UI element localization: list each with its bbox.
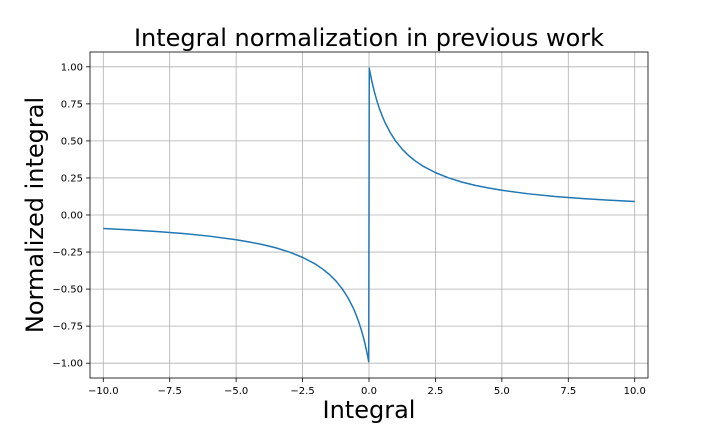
x-axis-label: Integral	[323, 396, 416, 424]
y-tick-label: 0.50	[61, 136, 83, 147]
y-tick-label: 0.00	[61, 211, 83, 222]
y-tick-label: −0.75	[52, 322, 83, 333]
x-tick-label: 10.0	[624, 386, 646, 397]
x-tick-label: −2.5	[290, 386, 314, 397]
y-tick-label: −0.50	[52, 285, 83, 296]
series-line	[103, 67, 635, 363]
y-tick-label: 0.25	[61, 173, 83, 184]
y-ticks: 1.00 0.75 0.50 0.25 0.00 −0.25 −0.50 −0.75 −1.00	[52, 62, 90, 370]
x-tick-label: 5.0	[494, 386, 510, 397]
x-tick-label: −5.0	[224, 386, 248, 397]
x-tick-label: −10.0	[88, 386, 119, 397]
x-tick-label: 0.0	[361, 386, 377, 397]
y-tick-label: 0.75	[61, 99, 83, 110]
x-tick-label: −7.5	[158, 386, 182, 397]
y-tick-label: −0.25	[52, 248, 83, 259]
y-axis-label: Normalized integral	[21, 97, 49, 333]
y-tick-label: −1.00	[52, 359, 83, 370]
chart-title: Integral normalization in previous work	[134, 24, 604, 52]
y-tick-label: 1.00	[61, 62, 83, 73]
series-layer	[103, 67, 635, 363]
x-tick-label: 7.5	[560, 386, 576, 397]
x-tick-label: 2.5	[427, 386, 443, 397]
x-ticks: −10.0 −7.5 −5.0 −2.5 0.0 2.5 5.0 7.5 10.0	[88, 378, 646, 397]
